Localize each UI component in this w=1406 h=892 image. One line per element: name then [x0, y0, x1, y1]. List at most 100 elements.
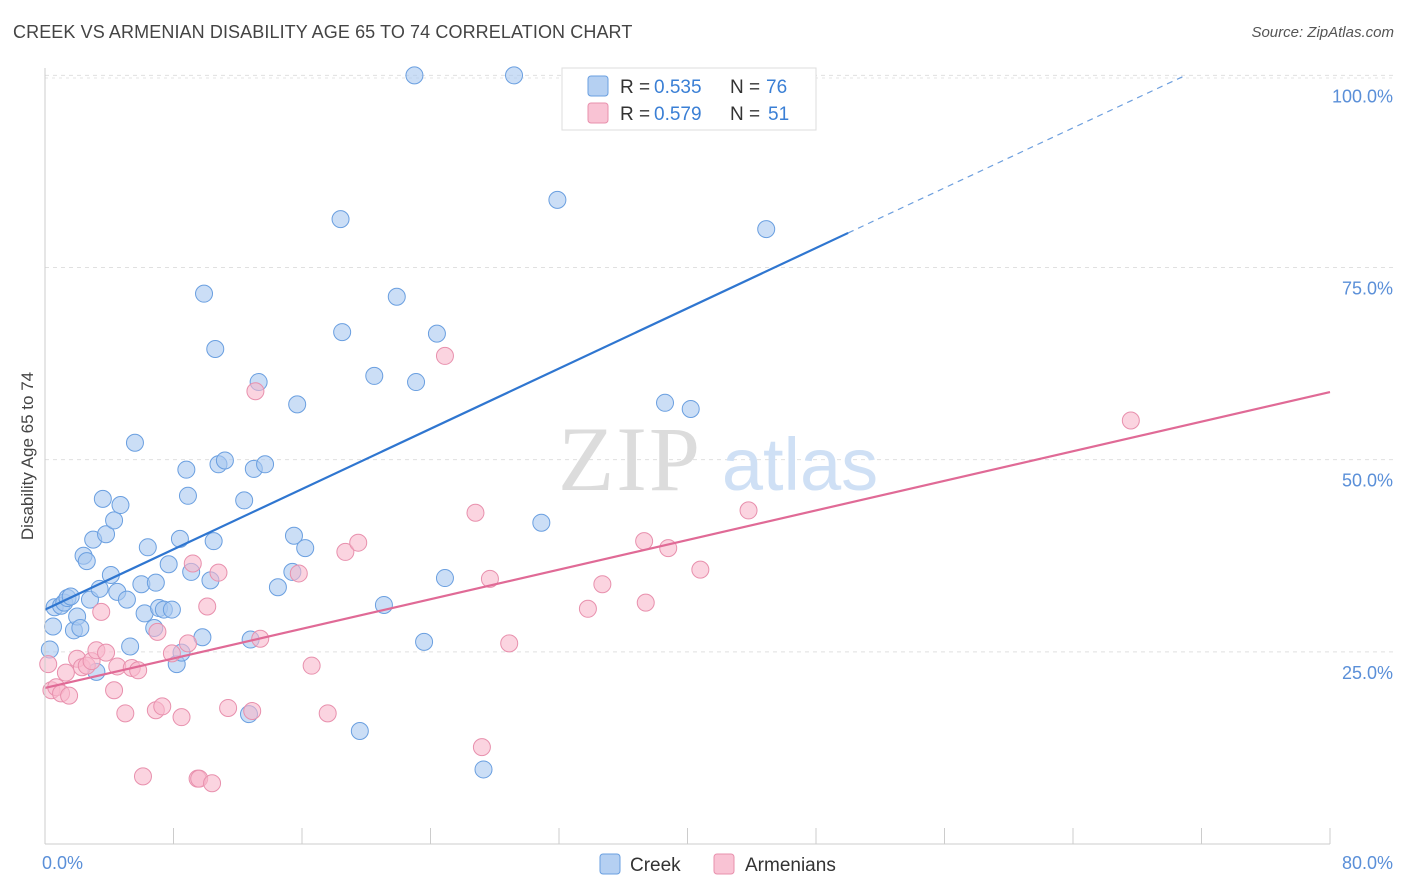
data-point-creek[interactable] — [365, 366, 384, 385]
data-point-creek[interactable] — [170, 529, 189, 548]
y-tick-label: 75.0% — [1342, 279, 1393, 299]
data-point-creek[interactable] — [117, 590, 136, 609]
legend-r-value-armenians: 0.579 — [654, 104, 702, 125]
series-points-creek — [40, 66, 776, 779]
chart-title: CREEK VS ARMENIAN DISABILITY AGE 65 TO 7… — [13, 22, 633, 42]
data-point-creek[interactable] — [427, 324, 446, 343]
data-point-armenians[interactable] — [500, 634, 519, 653]
bottom-legend-swatch-armenians[interactable] — [713, 853, 735, 875]
data-point-creek[interactable] — [333, 323, 352, 342]
data-point-creek[interactable] — [162, 600, 181, 619]
data-point-armenians[interactable] — [92, 602, 111, 621]
axis-layer: 25.0% 50.0% 75.0% 100.0% 0.0% 80.0% — [42, 68, 1393, 873]
chart-source: Source: ZipAtlas.com — [1251, 24, 1394, 41]
data-point-creek[interactable] — [387, 287, 406, 306]
data-point-armenians[interactable] — [1121, 411, 1140, 430]
data-point-creek[interactable] — [656, 393, 675, 412]
data-point-armenians[interactable] — [39, 655, 58, 674]
data-point-creek[interactable] — [215, 451, 234, 470]
y-tick-label: 50.0% — [1342, 471, 1393, 491]
data-point-armenians[interactable] — [466, 503, 485, 522]
data-point-armenians[interactable] — [739, 501, 758, 520]
data-point-creek[interactable] — [105, 511, 124, 530]
data-point-creek[interactable] — [111, 496, 130, 515]
legend-n-value-creek: 76 — [766, 77, 787, 98]
data-point-creek[interactable] — [415, 632, 434, 651]
data-point-armenians[interactable] — [336, 542, 355, 561]
bottom-legend-label-armenians[interactable]: Armenians — [745, 855, 836, 876]
data-point-creek[interactable] — [93, 489, 112, 508]
data-point-armenians[interactable] — [133, 767, 152, 786]
data-point-creek[interactable] — [435, 569, 454, 588]
data-point-creek[interactable] — [532, 513, 551, 532]
data-point-armenians[interactable] — [635, 532, 654, 551]
trend-line-extension-creek — [847, 74, 1186, 234]
data-point-armenians[interactable] — [349, 533, 368, 552]
data-point-armenians[interactable] — [289, 564, 308, 583]
data-point-armenians[interactable] — [243, 702, 262, 721]
data-point-armenians[interactable] — [56, 663, 75, 682]
grid-layer — [45, 74, 1393, 653]
data-point-creek[interactable] — [138, 538, 157, 557]
data-point-armenians[interactable] — [480, 569, 499, 588]
data-point-creek[interactable] — [125, 433, 144, 452]
data-point-armenians[interactable] — [219, 698, 238, 717]
data-point-creek[interactable] — [296, 539, 315, 558]
data-point-creek[interactable] — [268, 578, 287, 597]
data-point-armenians[interactable] — [183, 554, 202, 573]
data-point-armenians[interactable] — [203, 774, 222, 793]
data-point-armenians[interactable] — [472, 738, 491, 757]
data-point-armenians[interactable] — [691, 560, 710, 579]
data-point-armenians[interactable] — [105, 681, 124, 700]
data-point-creek[interactable] — [407, 373, 426, 392]
data-point-creek[interactable] — [206, 340, 225, 359]
data-point-creek[interactable] — [97, 525, 116, 544]
data-point-armenians[interactable] — [593, 575, 612, 594]
data-point-creek[interactable] — [405, 66, 424, 85]
data-point-armenians[interactable] — [178, 634, 197, 653]
y-tick-label: 25.0% — [1342, 663, 1393, 683]
data-point-creek[interactable] — [44, 617, 63, 636]
data-point-armenians[interactable] — [578, 599, 597, 618]
data-point-creek[interactable] — [350, 722, 369, 741]
trend-line-armenians — [44, 390, 1331, 690]
data-point-creek[interactable] — [288, 395, 307, 414]
data-point-creek[interactable] — [159, 555, 178, 574]
data-point-creek[interactable] — [77, 552, 96, 571]
data-point-creek[interactable] — [195, 284, 214, 303]
data-point-armenians[interactable] — [302, 656, 321, 675]
data-point-creek[interactable] — [235, 491, 254, 510]
data-point-creek[interactable] — [146, 573, 165, 592]
data-point-creek[interactable] — [121, 637, 140, 656]
data-point-creek[interactable] — [505, 66, 524, 85]
data-point-armenians[interactable] — [97, 643, 116, 662]
points-layer — [39, 66, 1140, 793]
data-point-armenians[interactable] — [318, 704, 337, 723]
data-point-creek[interactable] — [548, 190, 567, 209]
data-point-armenians[interactable] — [246, 382, 265, 401]
data-point-armenians[interactable] — [435, 346, 454, 365]
data-point-creek[interactable] — [757, 220, 776, 239]
data-point-creek[interactable] — [284, 526, 303, 545]
data-point-creek[interactable] — [256, 455, 275, 474]
data-point-armenians[interactable] — [153, 697, 172, 716]
data-point-creek[interactable] — [474, 760, 493, 779]
bottom-legend-swatch-creek[interactable] — [599, 853, 621, 875]
data-point-creek[interactable] — [177, 460, 196, 479]
bottom-legend-label-creek[interactable]: Creek — [630, 855, 681, 876]
data-point-armenians[interactable] — [198, 597, 217, 616]
data-point-armenians[interactable] — [148, 622, 167, 641]
data-point-armenians[interactable] — [60, 686, 79, 705]
data-point-creek[interactable] — [681, 399, 700, 418]
data-point-creek[interactable] — [204, 532, 223, 551]
x-tick-label-min: 0.0% — [42, 853, 83, 873]
legend-top: R = 0.535 N = 76 R = 0.579 N = 51 — [561, 67, 817, 131]
data-point-creek[interactable] — [71, 619, 90, 638]
data-point-armenians[interactable] — [209, 563, 228, 582]
data-point-armenians[interactable] — [116, 704, 135, 723]
data-point-armenians[interactable] — [172, 708, 191, 727]
data-point-creek[interactable] — [178, 486, 197, 505]
data-point-creek[interactable] — [331, 210, 350, 229]
data-point-armenians[interactable] — [636, 593, 655, 612]
